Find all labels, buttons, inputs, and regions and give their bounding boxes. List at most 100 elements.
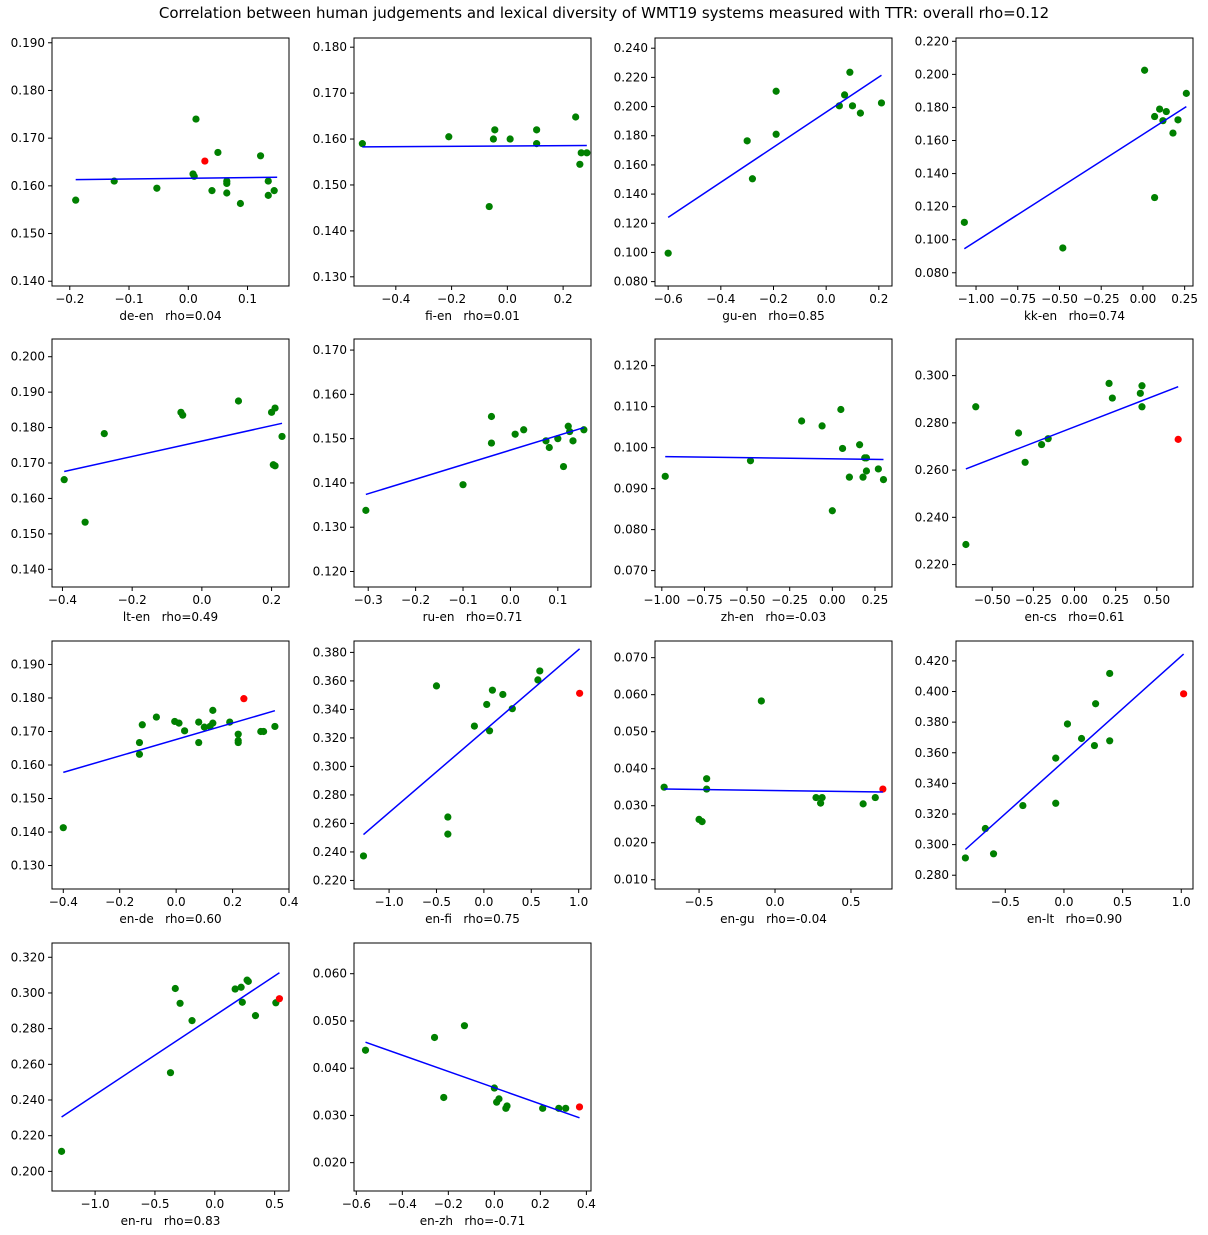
data-point <box>491 126 499 134</box>
subplot-13: −0.6 −0.4 −0.2 0.0 0.2 0.4 0.020 0.030 0.040 0.05… <box>313 942 596 1228</box>
data-point <box>251 1012 260 1020</box>
highlight-point <box>275 995 284 1003</box>
data-point <box>859 473 867 481</box>
data-point <box>743 137 751 145</box>
y-tick-label: 0.100 <box>614 245 648 259</box>
data-point <box>664 249 672 257</box>
x-tick-label: −0.4 <box>48 593 77 607</box>
data-point <box>188 1017 196 1025</box>
data-point <box>60 476 68 484</box>
x-tick-label: 0.0 <box>498 292 517 306</box>
data-point <box>358 140 366 148</box>
data-point <box>271 722 279 731</box>
figure-title: Correlation between human judgements and… <box>158 4 1050 22</box>
plot-frame <box>955 338 1194 588</box>
y-tick-label: 0.090 <box>614 482 648 496</box>
data-point <box>271 404 279 412</box>
regression-line <box>964 653 1185 851</box>
x-tick-label: 0.4 <box>279 895 298 909</box>
data-point <box>223 189 231 197</box>
x-tick-label: −0.4 <box>381 292 410 306</box>
data-point <box>1059 244 1067 252</box>
x-tick-label: −0.50 <box>1041 292 1078 306</box>
data-point <box>176 999 184 1007</box>
y-tick-label: 0.060 <box>614 688 648 702</box>
data-point <box>236 199 245 208</box>
x-tick-label: −0.2 <box>434 1197 463 1211</box>
subplot-0: −0.2 −0.1 0.0 0.1 0.140 0.150 0.160 0.170 0.180 0… <box>11 36 290 323</box>
plot-frame <box>654 640 893 890</box>
x-tick-label: 0.0 <box>205 1197 224 1211</box>
data-point <box>1140 66 1149 74</box>
data-point <box>572 113 580 121</box>
y-tick-label: 0.130 <box>313 520 347 534</box>
x-tick-label: 0.5 <box>265 1197 284 1211</box>
y-tick-label: 0.030 <box>313 1108 347 1122</box>
data-point <box>1052 799 1060 807</box>
data-point <box>495 1095 503 1103</box>
y-tick-label: 0.020 <box>313 1156 347 1170</box>
x-tick-label: 0.2 <box>531 1197 550 1211</box>
x-tick-label: 0.00 <box>1061 593 1088 607</box>
plot-frame <box>353 338 592 588</box>
data-point <box>848 102 857 110</box>
y-tick-label: 0.420 <box>915 654 949 668</box>
y-tick-label: 0.150 <box>313 432 347 446</box>
y-tick-label: 0.240 <box>313 845 347 859</box>
x-axis-label: fi-en rho=0.01 <box>425 309 520 323</box>
y-tick-label: 0.300 <box>11 986 45 1000</box>
highlight-point <box>879 785 887 793</box>
x-tick-label: −0.2 <box>759 292 788 306</box>
data-point <box>877 99 886 107</box>
x-axis-label: en-ru rho=0.83 <box>121 1214 221 1228</box>
data-point <box>1092 700 1100 708</box>
y-tick-label: 0.130 <box>11 859 45 873</box>
x-tick-label: −0.6 <box>654 292 683 306</box>
data-point <box>545 443 553 452</box>
data-point <box>214 148 222 157</box>
data-point <box>444 813 452 821</box>
data-point <box>256 152 265 160</box>
data-point <box>278 432 286 441</box>
data-point <box>703 775 711 783</box>
data-point <box>234 730 242 738</box>
y-tick-label: 0.180 <box>11 691 45 705</box>
regression-line <box>365 1041 580 1119</box>
plot-frame <box>51 37 290 287</box>
x-tick-label: 0.0 <box>501 593 520 607</box>
data-point <box>1077 734 1086 743</box>
highlight-point <box>201 157 209 165</box>
subplot-3: −1.00 −0.75 −0.50 −0.25 0.00 0.25 0.080 0.100 0.… <box>915 34 1198 323</box>
x-tick-label: −0.75 <box>999 292 1036 306</box>
y-tick-label: 0.170 <box>11 131 45 145</box>
data-point <box>195 738 203 747</box>
data-point <box>1138 382 1146 390</box>
data-point <box>264 177 272 185</box>
y-tick-label: 0.140 <box>11 562 45 576</box>
y-tick-label: 0.300 <box>313 759 347 773</box>
data-point <box>231 985 239 993</box>
data-point <box>271 462 279 470</box>
data-point <box>171 984 179 993</box>
data-point <box>1174 116 1182 124</box>
data-point <box>960 218 968 226</box>
data-point <box>845 473 853 481</box>
x-tick-label: −0.25 <box>1083 292 1120 306</box>
y-tick-label: 0.220 <box>11 1129 45 1143</box>
x-tick-label: 0.25 <box>1171 292 1198 306</box>
y-tick-label: 0.340 <box>313 702 347 716</box>
y-tick-label: 0.240 <box>11 1093 45 1107</box>
data-point <box>135 750 144 758</box>
x-axis-label: ru-en rho=0.71 <box>423 610 523 624</box>
regression-line <box>362 648 581 836</box>
y-tick-label: 0.140 <box>313 224 347 238</box>
y-tick-label: 0.260 <box>915 463 949 477</box>
data-point <box>499 690 507 699</box>
data-point <box>559 462 568 471</box>
data-point <box>1162 107 1170 116</box>
x-axis-label: en-zh rho=-0.71 <box>420 1214 525 1228</box>
data-point <box>798 417 806 425</box>
x-tick-label: −0.6 <box>342 1197 371 1211</box>
subplot-6: −1.00 −0.75 −0.50 −0.25 0.00 0.25 0.070 0.080 0.… <box>614 338 893 624</box>
data-point <box>1151 193 1159 202</box>
